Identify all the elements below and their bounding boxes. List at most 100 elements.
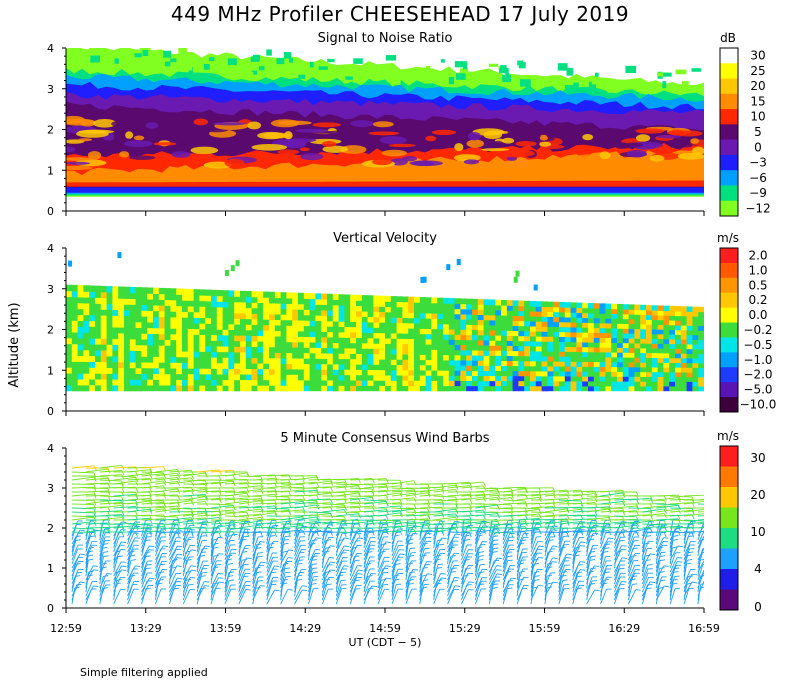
vv-cell xyxy=(124,332,131,340)
vv-cell xyxy=(251,368,258,375)
vv-cell xyxy=(501,300,508,306)
wind-barb-flag xyxy=(408,538,414,541)
vv-cell xyxy=(303,374,311,381)
wind-barb-flag xyxy=(75,539,81,541)
wind-barb xyxy=(503,514,526,517)
vv-cell xyxy=(292,303,299,310)
wind-barb-flag xyxy=(288,482,292,488)
wind-barb xyxy=(113,545,121,561)
vv-cell xyxy=(216,334,224,341)
wind-barb xyxy=(99,514,122,517)
wind-barb-flag xyxy=(218,581,224,584)
vv-cell xyxy=(530,365,537,372)
wind-barb-flag xyxy=(326,539,332,541)
vv-cell xyxy=(541,351,548,357)
wind-barb-flag xyxy=(103,555,109,557)
wind-barb xyxy=(350,530,373,533)
vv-cell xyxy=(373,385,380,392)
vv-cell xyxy=(153,344,160,352)
wind-barb xyxy=(641,588,648,605)
vv-cell xyxy=(66,314,73,321)
wind-barb xyxy=(502,565,511,581)
wind-barb-flag xyxy=(218,469,222,475)
wind-barb xyxy=(127,478,150,481)
wind-barb xyxy=(252,490,275,493)
wind-barb-flag xyxy=(79,581,85,584)
snr-noise xyxy=(208,57,215,62)
snr-texture xyxy=(129,155,156,160)
wind-barb-flag xyxy=(427,518,431,524)
vv-cell xyxy=(182,373,189,380)
vv-cell xyxy=(506,370,514,377)
wind-barb xyxy=(85,494,108,497)
vv-cell xyxy=(193,317,200,324)
vv-cell xyxy=(680,306,688,312)
vv-cell xyxy=(669,305,676,312)
wind-barb xyxy=(433,577,442,593)
wind-barb-flag xyxy=(121,480,124,486)
wind-barb xyxy=(141,533,148,549)
vv-cell xyxy=(129,286,137,294)
vv-cell xyxy=(593,385,601,392)
vv-cell xyxy=(315,320,322,327)
vv-cell xyxy=(234,296,241,303)
wind-barb xyxy=(627,540,635,557)
vv-cell xyxy=(419,349,427,355)
vv-cell xyxy=(199,306,206,313)
vv-cell xyxy=(640,347,647,354)
wind-barb xyxy=(113,589,121,605)
vv-cell xyxy=(669,376,676,382)
vv-cell xyxy=(437,380,444,387)
wind-barb xyxy=(350,478,373,481)
vv-cell xyxy=(257,346,264,353)
vv-cell xyxy=(448,329,456,335)
vv-cell xyxy=(617,332,624,339)
vv-cell xyxy=(222,340,229,347)
wind-barb-flag xyxy=(399,482,403,488)
vv-cell xyxy=(367,337,374,344)
vv-cell xyxy=(245,368,253,375)
vv-cell xyxy=(211,317,218,324)
wind-barb xyxy=(197,481,220,485)
vv-cell xyxy=(199,323,206,330)
vv-cell xyxy=(646,366,653,373)
wind-barb xyxy=(572,576,578,593)
vv-cell xyxy=(228,368,235,375)
wind-barb xyxy=(391,576,395,593)
vv-cell xyxy=(576,376,583,382)
vv-cell xyxy=(425,344,432,350)
vv-cell xyxy=(193,334,200,341)
vv-cell xyxy=(501,325,508,331)
snr-texture xyxy=(270,119,300,128)
wind-barb xyxy=(71,483,95,485)
vv-cell xyxy=(634,362,641,368)
vv-cell xyxy=(657,357,664,363)
vv-cell xyxy=(124,361,131,369)
vv-cell xyxy=(89,285,96,292)
vv-cell xyxy=(274,303,282,310)
vv-cell xyxy=(66,367,73,374)
wind-barb xyxy=(489,503,512,506)
vv-cell xyxy=(425,380,432,387)
vv-cell xyxy=(466,329,473,336)
wind-barb xyxy=(572,581,580,597)
wind-barb xyxy=(447,540,454,557)
wind-barb xyxy=(641,572,649,589)
wind-barb-flag xyxy=(357,529,363,531)
vv-cell xyxy=(501,365,508,371)
vv-cell xyxy=(657,338,664,344)
wind-barb-flag xyxy=(496,493,500,499)
wind-barb-flag xyxy=(159,571,165,573)
wind-barb-flag xyxy=(604,547,610,549)
wind-barb-flag xyxy=(399,553,405,556)
wind-barb xyxy=(197,516,220,521)
vv-cell xyxy=(321,358,328,365)
wind-barb xyxy=(461,581,470,597)
vv-cell xyxy=(118,338,125,345)
vv-cell xyxy=(564,312,572,318)
wind-barb xyxy=(155,515,178,518)
wind-barb-flag xyxy=(200,554,206,557)
vv-cell xyxy=(106,373,113,380)
vv-cell xyxy=(419,307,427,314)
vv-cell xyxy=(153,356,160,363)
